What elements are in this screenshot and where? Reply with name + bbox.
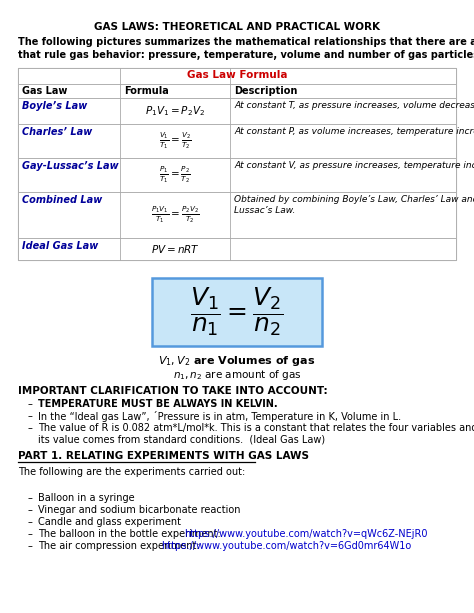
Text: IMPORTANT CLARIFICATION TO TAKE INTO ACCOUNT:: IMPORTANT CLARIFICATION TO TAKE INTO ACC… [18, 386, 328, 396]
Bar [18, 84, 456, 98]
Text: Vinegar and sodium bicarbonate reaction: Vinegar and sodium bicarbonate reaction [38, 505, 240, 515]
Text: The air compression experiment:: The air compression experiment: [38, 541, 203, 551]
Text: that rule gas behavior: pressure, temperature, volume and number of gas particle: that rule gas behavior: pressure, temper… [18, 50, 474, 60]
Text: GAS LAWS: THEORETICAL AND PRACTICAL WORK: GAS LAWS: THEORETICAL AND PRACTICAL WORK [94, 22, 380, 32]
Bar [18, 158, 456, 192]
Bar [18, 192, 456, 238]
Text: At constant V, as pressure increases, temperature increases.: At constant V, as pressure increases, te… [234, 161, 474, 170]
Bar [18, 68, 456, 84]
Text: $\frac{V_1}{T_1} = \frac{V_2}{T_2}$: $\frac{V_1}{T_1} = \frac{V_2}{T_2}$ [159, 131, 191, 151]
Text: Gay-Lussac’s Law: Gay-Lussac’s Law [22, 161, 119, 171]
Bar [152, 278, 322, 346]
Text: Formula: Formula [124, 86, 169, 96]
Text: –: – [28, 399, 33, 409]
Bar [18, 98, 456, 124]
Text: In the “Ideal gas Law”, ´Pressure is in atm, Temperature in K, Volume in L.: In the “Ideal gas Law”, ´Pressure is in … [38, 411, 401, 422]
Text: –: – [28, 505, 33, 515]
Text: $PV = nRT$: $PV = nRT$ [151, 243, 200, 255]
Text: $\dfrac{V_1}{n_1} = \dfrac{V_2}{n_2}$: $\dfrac{V_1}{n_1} = \dfrac{V_2}{n_2}$ [190, 286, 284, 338]
Text: –: – [28, 541, 33, 551]
Text: $\frac{P_1V_1}{T_1} = \frac{P_2V_2}{T_2}$: $\frac{P_1V_1}{T_1} = \frac{P_2V_2}{T_2}… [151, 205, 199, 226]
Text: Candle and glass experiment: Candle and glass experiment [38, 517, 181, 527]
Text: Combined Law: Combined Law [22, 195, 102, 205]
Text: –: – [28, 423, 33, 433]
Text: Charles’ Law: Charles’ Law [22, 127, 92, 137]
Text: The following are the experiments carried out:: The following are the experiments carrie… [18, 467, 245, 477]
Text: The following pictures summarizes the mathematical relationships that there are : The following pictures summarizes the ma… [18, 37, 474, 47]
Text: $V_1, V_2$ are Volumes of gas: $V_1, V_2$ are Volumes of gas [158, 354, 316, 368]
Text: –: – [28, 529, 33, 539]
Text: Gas Law Formula: Gas Law Formula [187, 70, 287, 80]
Text: https://www.youtube.com/watch?v=6Gd0mr64W1o: https://www.youtube.com/watch?v=6Gd0mr64… [161, 541, 411, 551]
Text: Ideal Gas Law: Ideal Gas Law [22, 241, 98, 251]
Text: Description: Description [234, 86, 297, 96]
Bar [18, 238, 456, 260]
Text: $n_1, n_2$ are amount of gas: $n_1, n_2$ are amount of gas [173, 368, 301, 382]
Text: $P_1V_1 = P_2V_2$: $P_1V_1 = P_2V_2$ [145, 104, 205, 118]
Text: $\frac{P_1}{T_1} = \frac{P_2}{T_2}$: $\frac{P_1}{T_1} = \frac{P_2}{T_2}$ [159, 164, 191, 186]
Text: At constant P, as volume increases, temperature increases.: At constant P, as volume increases, temp… [234, 127, 474, 136]
Text: Obtained by combining Boyle’s Law, Charles’ Law and Gay-
Lussac’s Law.: Obtained by combining Boyle’s Law, Charl… [234, 195, 474, 215]
Text: Boyle’s Law: Boyle’s Law [22, 101, 87, 111]
Bar [18, 124, 456, 158]
Text: TEMPERATURE MUST BE ALWAYS IN KELVIN.: TEMPERATURE MUST BE ALWAYS IN KELVIN. [38, 399, 278, 409]
Text: Gas Law: Gas Law [22, 86, 67, 96]
Text: Balloon in a syringe: Balloon in a syringe [38, 493, 135, 503]
Text: –: – [28, 493, 33, 503]
Bar [18, 68, 456, 260]
Text: The value of R is 0.082 atm*L/mol*k. This is a constant that relates the four va: The value of R is 0.082 atm*L/mol*k. Thi… [38, 423, 474, 433]
Text: https://www.youtube.com/watch?v=qWc6Z-NEjR0: https://www.youtube.com/watch?v=qWc6Z-NE… [184, 529, 428, 539]
Text: The balloon in the bottle experiment:: The balloon in the bottle experiment: [38, 529, 224, 539]
Text: At constant T, as pressure increases, volume decreases.: At constant T, as pressure increases, vo… [234, 101, 474, 110]
Text: its value comes from standard conditions.  (Ideal Gas Law): its value comes from standard conditions… [38, 434, 325, 444]
Text: –: – [28, 517, 33, 527]
Text: PART 1. RELATING EXPERIMENTS WITH GAS LAWS: PART 1. RELATING EXPERIMENTS WITH GAS LA… [18, 451, 309, 461]
Text: –: – [28, 411, 33, 421]
